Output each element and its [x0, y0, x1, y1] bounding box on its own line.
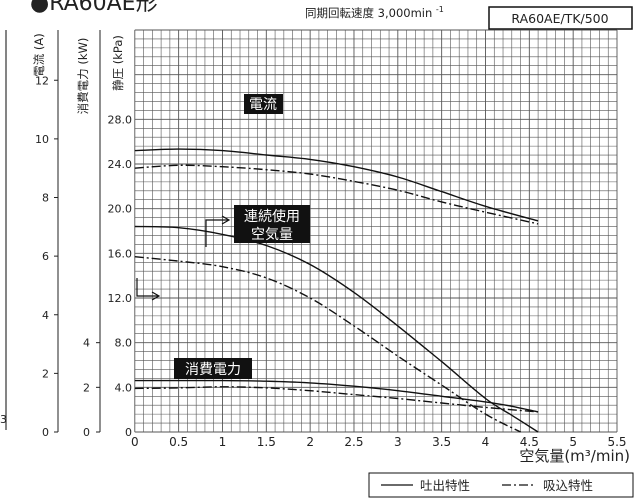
continuous-arrow-dashed-head [151, 291, 161, 301]
model-label: RA60AE/TK/500 [511, 11, 608, 26]
current-annotation: 電流 [249, 97, 277, 113]
rated-speed-superscript: -1 [436, 5, 444, 14]
chart-title: ●RA60AE形 [30, 0, 158, 16]
x-tick-label: 3.5 [432, 435, 451, 449]
power-annotation: 消費電力 [185, 362, 241, 378]
left-edge-label: 3 [0, 413, 7, 426]
current-tick-label: 12 [35, 74, 49, 87]
current-axis-label: 電流 (A) [32, 33, 46, 77]
power-tick-label: 4 [83, 337, 90, 350]
x-tick-label: 1 [219, 435, 227, 449]
current-tick-label: 10 [35, 133, 49, 146]
rated-speed-text: 同期回転速度 3,000min -1 [305, 5, 444, 20]
continuous-arrow-dashed [136, 278, 158, 297]
x-tick-label: 5.5 [607, 435, 626, 449]
current-annotation-bg [244, 94, 283, 114]
series-line-suction [134, 386, 539, 413]
x-tick-label: 2 [306, 435, 314, 449]
pressure-tick-label: 12.0 [108, 292, 133, 305]
x-axis-label: 空気量(m³/min) [519, 447, 630, 465]
pressure-tick-label: 16.0 [108, 247, 133, 260]
pressure-tick-label: 20.0 [108, 203, 133, 216]
rated-speed-value: 同期回転速度 3,000min [305, 6, 432, 20]
x-tick-label: 1.5 [257, 435, 276, 449]
x-tick-label: 4 [482, 435, 490, 449]
data-lines [134, 148, 539, 433]
pressure-tick-label: 4.0 [115, 381, 133, 394]
power-annotation-bg [174, 358, 252, 379]
pressure-tick-label: 28.0 [108, 113, 133, 126]
pressure-tick-label: 24.0 [108, 158, 133, 171]
series-line-discharge [134, 379, 539, 413]
power-tick-label: 2 [83, 381, 90, 394]
x-tick-label: 4.5 [520, 435, 539, 449]
current-tick-label: 0 [42, 426, 49, 439]
series-line-discharge [134, 225, 539, 433]
continuous-annotation-bg [234, 205, 310, 243]
x-tick-label: 0.5 [169, 435, 188, 449]
continuous-annotation-line1: 連続使用 [244, 208, 300, 225]
x-tick-label: 0 [131, 435, 139, 449]
series-line-discharge [134, 148, 539, 222]
legend-discharge: 吐出特性 [420, 478, 470, 493]
series-line-suction [134, 256, 521, 433]
pressure-tick-label: 0 [125, 426, 132, 439]
x-tick-label: 5 [569, 435, 577, 449]
x-tick-label: 2.5 [344, 435, 363, 449]
current-tick-label: 6 [42, 250, 49, 263]
x-tick-label: 3 [394, 435, 402, 449]
pressure-tick-label: 8.0 [115, 337, 133, 350]
tick-labels: 0 0.5 1 1.5 2 2.5 3 3.5 4 4.5 5 5.512108642028.024.… [35, 74, 627, 449]
legend-suction: 吸込特性 [543, 478, 593, 493]
continuous-arrow-solid-head [221, 215, 231, 225]
power-tick-label: 0 [83, 426, 90, 439]
current-tick-label: 2 [42, 367, 49, 380]
model-box [488, 6, 633, 30]
pressure-axis-label: 静圧 (kPa) [111, 35, 125, 91]
grid [134, 29, 618, 433]
power-axis-label: 消費電力 (kW) [76, 38, 90, 115]
current-tick-label: 8 [42, 192, 49, 205]
continuous-annotation-line2: 空気量 [251, 227, 293, 243]
current-tick-label: 4 [42, 309, 49, 322]
continuous-arrow-solid [205, 219, 228, 247]
